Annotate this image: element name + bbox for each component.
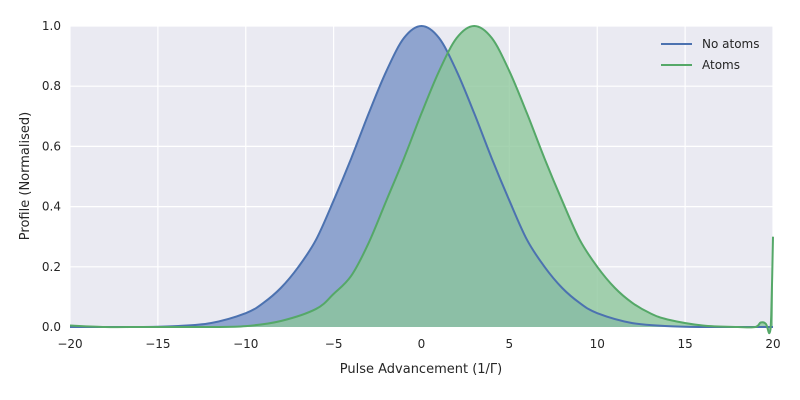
x-tick-label: 20 xyxy=(765,337,780,351)
y-tick-label: 0.0 xyxy=(42,320,61,334)
series-fills xyxy=(70,26,773,334)
series-lines xyxy=(69,24,774,335)
y-tick-label: 0.4 xyxy=(42,200,61,214)
series-fill-1 xyxy=(70,26,773,334)
y-tick-label: 0.8 xyxy=(42,79,61,93)
x-tick-label: 15 xyxy=(677,337,692,351)
y-axis-label: Profile (Normalised) xyxy=(18,112,33,240)
x-axis-label: Pulse Advancement (1/Γ) xyxy=(340,362,503,377)
series-line-1 xyxy=(69,24,774,335)
y-tick-label: 1.0 xyxy=(42,19,61,33)
y-tick-label: 0.2 xyxy=(42,260,61,274)
series-line-0 xyxy=(70,24,773,329)
x-tick-label: 10 xyxy=(590,337,605,351)
legend-label-no-atoms: No atoms xyxy=(702,37,759,51)
y-tick-labels: 0.0 0.2 0.4 0.6 0.8 1.0 xyxy=(42,19,61,334)
x-tick-label: −15 xyxy=(145,337,170,351)
legend: No atoms Atoms xyxy=(661,37,759,72)
x-tick-label: −20 xyxy=(57,337,82,351)
x-tick-label: −10 xyxy=(233,337,258,351)
x-tick-label: 0 xyxy=(418,337,426,351)
y-tick-label: 0.6 xyxy=(42,139,61,153)
x-tick-label: 5 xyxy=(506,337,514,351)
legend-label-atoms: Atoms xyxy=(702,58,740,72)
x-tick-label: −5 xyxy=(325,337,343,351)
x-tick-labels: −20 −15 −10 −5 0 5 10 15 20 xyxy=(57,337,780,351)
